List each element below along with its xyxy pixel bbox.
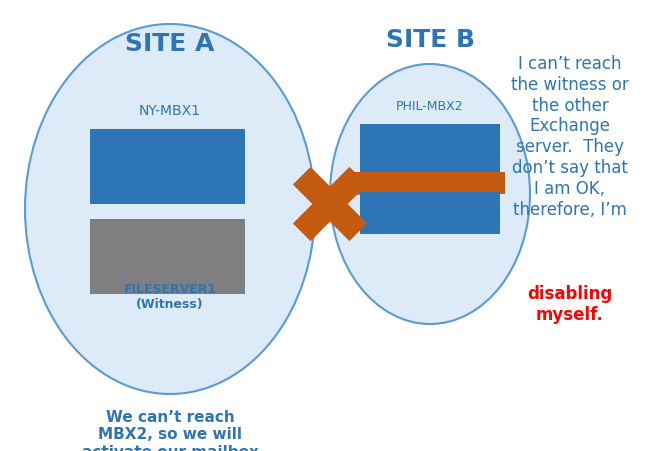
Text: SITE B: SITE B [386,28,474,52]
Bar [90,130,245,205]
Bar [350,173,505,194]
Text: NY-MBX1: NY-MBX1 [139,104,201,118]
Ellipse shape [25,25,315,394]
Text: I can’t reach
the witness or
the other
Exchange
server.  They
don’t say that
I a: I can’t reach the witness or the other E… [511,55,629,218]
Bar [360,125,500,175]
Text: We can’t reach
MBX2, so we will
activate our mailbox
databases: We can’t reach MBX2, so we will activate… [81,409,258,451]
Bar [90,220,245,295]
Bar [360,193,500,235]
Text: FILESERVER1
(Witness): FILESERVER1 (Witness) [123,282,216,310]
Text: PHIL-MBX2: PHIL-MBX2 [396,100,464,113]
Text: disabling
myself.: disabling myself. [527,285,613,323]
Text: SITE A: SITE A [125,32,214,56]
Ellipse shape [330,65,530,324]
Polygon shape [293,167,367,242]
Polygon shape [293,167,367,242]
